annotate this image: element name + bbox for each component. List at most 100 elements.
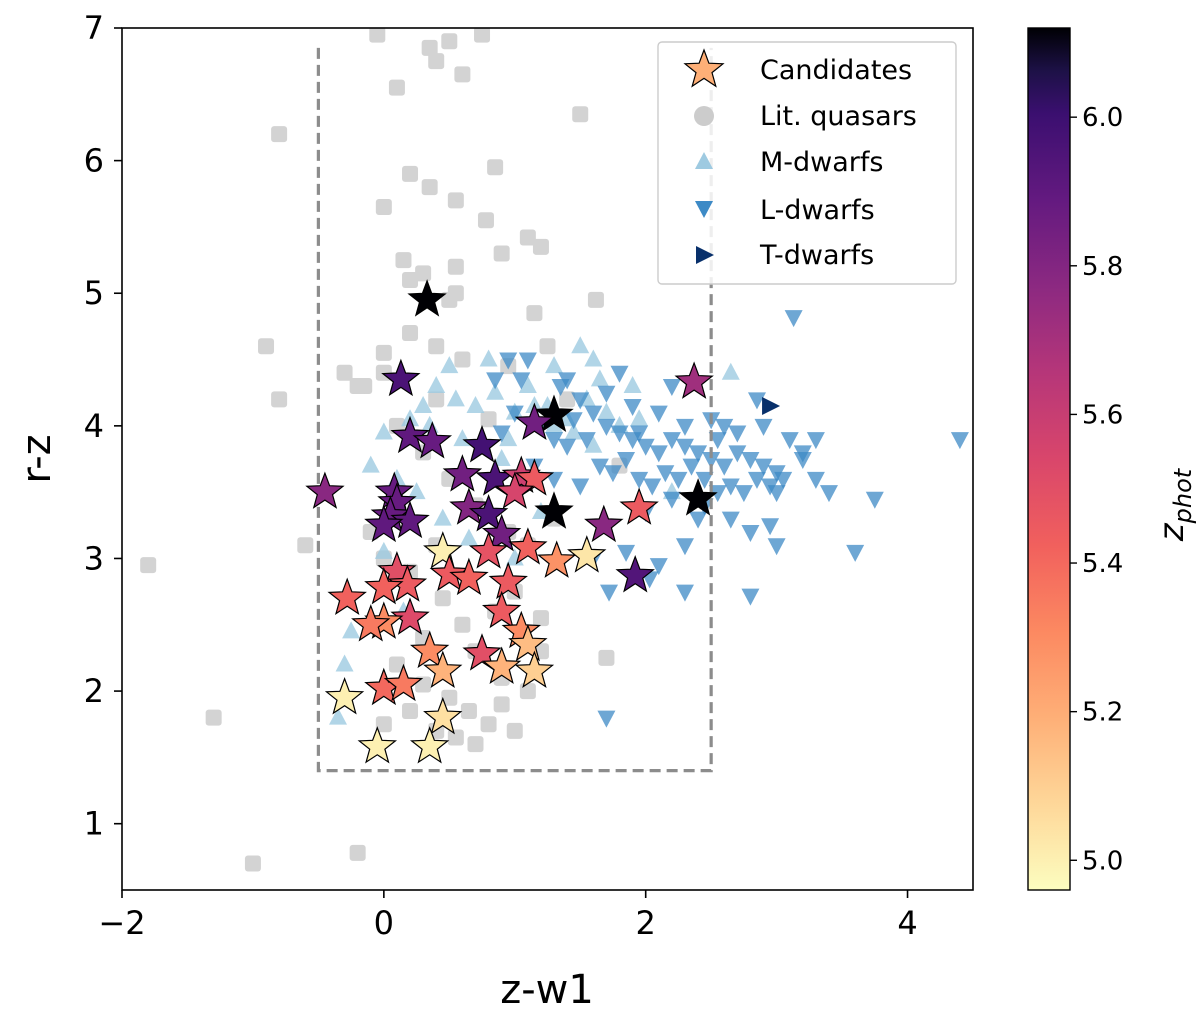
l-dwarf-point bbox=[721, 478, 740, 496]
l-dwarf-point bbox=[741, 588, 760, 606]
legend-symbols bbox=[683, 48, 725, 264]
x-tick-label: −2 bbox=[98, 904, 145, 942]
candidate-point bbox=[381, 358, 421, 397]
candidate-point bbox=[351, 604, 391, 642]
candidate-point bbox=[508, 623, 548, 662]
quasars-point bbox=[519, 683, 536, 700]
m-dwarf-point bbox=[623, 376, 642, 394]
y-tick-label: 6 bbox=[84, 142, 104, 180]
candidate-point bbox=[481, 513, 522, 552]
l-dwarf-point bbox=[708, 485, 727, 503]
m-dwarf-point bbox=[486, 382, 505, 400]
m-dwarf-point bbox=[518, 376, 537, 394]
m-dwarf-point bbox=[479, 349, 498, 367]
l-dwarf-point bbox=[630, 425, 649, 443]
candidate-point bbox=[462, 424, 502, 463]
candidate-point bbox=[468, 493, 509, 532]
quasars-point bbox=[434, 590, 451, 607]
candidate-point bbox=[423, 531, 463, 569]
m-dwarf-point bbox=[584, 435, 603, 453]
y-tick-label: 3 bbox=[84, 539, 104, 577]
quasars-point bbox=[477, 212, 494, 229]
quasars-point bbox=[506, 722, 523, 739]
candidate-point bbox=[584, 504, 624, 543]
y-tick-label: 5 bbox=[84, 274, 104, 312]
colorbar-tick-label: 5.6 bbox=[1082, 400, 1123, 430]
l-dwarf-point bbox=[603, 465, 622, 483]
l-dwarf-point bbox=[545, 432, 564, 450]
l-dwarf-point bbox=[571, 478, 590, 496]
candidate-point bbox=[364, 504, 404, 543]
candidate-point bbox=[534, 491, 574, 529]
l-dwarf-point bbox=[806, 471, 825, 489]
m-dwarf-point bbox=[329, 707, 348, 725]
l-dwarf-point bbox=[518, 352, 537, 370]
candidate-point bbox=[409, 630, 450, 669]
candidate-point bbox=[567, 535, 607, 573]
candidate-point bbox=[619, 487, 659, 525]
l-dwarf-point bbox=[597, 385, 616, 403]
l-dwarf-point bbox=[689, 445, 708, 463]
l-dwarf-point bbox=[708, 432, 727, 450]
m-dwarf-point bbox=[374, 541, 393, 559]
l-dwarf-point bbox=[662, 491, 681, 509]
quasars-point bbox=[369, 28, 386, 43]
quasars-point bbox=[421, 39, 438, 56]
candidate-point bbox=[678, 478, 718, 516]
candidate-point bbox=[357, 726, 398, 764]
l-dwarf-point bbox=[767, 485, 786, 503]
quasars-point bbox=[474, 28, 491, 43]
quasars-point bbox=[140, 557, 157, 574]
candidate-point bbox=[442, 454, 483, 492]
colorbar-label: zphot bbox=[1152, 467, 1197, 542]
l-dwarf-point bbox=[846, 544, 865, 562]
x-tick-label: 2 bbox=[636, 904, 656, 942]
l-dwarf-point bbox=[675, 418, 694, 436]
m-dwarf-point bbox=[374, 422, 393, 440]
quasars-point bbox=[271, 126, 288, 143]
candidate-point bbox=[383, 663, 424, 702]
legend-label-quasars: Lit. quasars bbox=[760, 101, 917, 132]
candidate-point bbox=[508, 527, 548, 565]
y-tick-label: 4 bbox=[84, 407, 104, 445]
l-dwarf-point bbox=[630, 471, 649, 489]
x-tick-label: 4 bbox=[897, 904, 917, 942]
m-dwarf-point bbox=[721, 362, 740, 380]
candidate-point bbox=[615, 554, 655, 593]
l-dwarf-point bbox=[734, 485, 753, 503]
candidate-point bbox=[412, 421, 453, 459]
legend-box bbox=[657, 41, 957, 285]
legend-label-candidates: Candidates bbox=[760, 55, 912, 86]
l-dwarf-point bbox=[545, 471, 564, 489]
quasars-point bbox=[447, 258, 464, 275]
l-dwarf-point bbox=[610, 425, 629, 443]
quasars-point bbox=[402, 271, 419, 288]
candidate-point bbox=[488, 561, 528, 600]
l-dwarf-point bbox=[747, 471, 766, 489]
selection-box bbox=[316, 47, 713, 773]
quasars-point bbox=[402, 165, 419, 182]
l-dwarf-point bbox=[728, 425, 747, 443]
l-dwarf-point bbox=[512, 372, 531, 390]
m-dwarf-point bbox=[361, 455, 380, 473]
quasars-point bbox=[349, 378, 366, 395]
legend: Candidates Lit. quasars M-dwarfs L-dwarf… bbox=[657, 41, 957, 285]
m-dwarf-point bbox=[446, 389, 465, 407]
l-dwarf-point bbox=[675, 538, 694, 556]
quasars-point bbox=[454, 351, 471, 368]
legend-symbol-t-dwarfs bbox=[696, 246, 714, 264]
y-tick-label: 7 bbox=[84, 9, 104, 47]
quasars-point bbox=[415, 265, 432, 282]
l-dwarf-point bbox=[584, 405, 603, 423]
l-dwarf-point bbox=[597, 418, 616, 436]
l-dwarf-point bbox=[675, 438, 694, 456]
l-dwarf-point bbox=[558, 372, 577, 390]
candidate-point bbox=[390, 597, 430, 635]
colorbar-gradient bbox=[1027, 27, 1071, 891]
l-dwarf-point bbox=[577, 432, 596, 450]
quasars-point bbox=[447, 729, 464, 746]
candidate-point bbox=[407, 279, 447, 317]
l-dwarf-point bbox=[865, 491, 884, 509]
legend-label-l-dwarfs: L-dwarfs bbox=[760, 195, 875, 226]
x-tick-label: 0 bbox=[374, 904, 394, 942]
